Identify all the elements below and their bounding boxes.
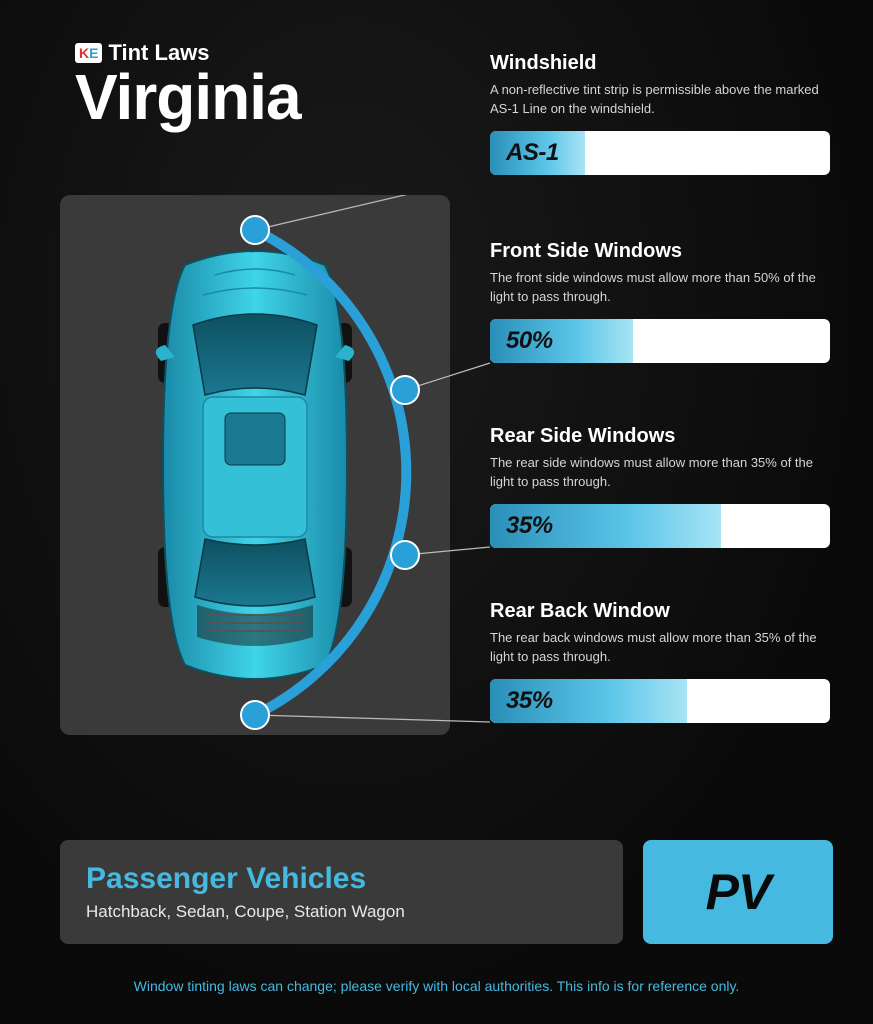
tint-bar: 50% — [490, 319, 830, 363]
tint-bar-label: 35% — [506, 687, 553, 715]
info-section: Front Side Windows The front side windows… — [490, 240, 830, 363]
section-title: Windshield — [490, 52, 830, 75]
vehicle-class-title: Passenger Vehicles — [86, 862, 597, 896]
vehicle-class-badge: PV — [643, 840, 833, 944]
header: Tint Laws Virginia — [75, 40, 301, 134]
section-title: Front Side Windows — [490, 240, 830, 263]
tint-bar: 35% — [490, 679, 830, 723]
vehicle-class-box: Passenger Vehicles Hatchback, Sedan, Cou… — [60, 840, 623, 944]
section-title: Rear Back Window — [490, 600, 830, 623]
section-desc: The rear back windows must allow more th… — [490, 629, 830, 667]
footer-row: Passenger Vehicles Hatchback, Sedan, Cou… — [60, 840, 833, 944]
tint-bar-label: 50% — [506, 327, 553, 355]
section-desc: The rear side windows must allow more th… — [490, 454, 830, 492]
section-title: Rear Side Windows — [490, 425, 830, 448]
info-section: Rear Side Windows The rear side windows m… — [490, 425, 830, 548]
disclaimer: Window tinting laws can change; please v… — [0, 978, 873, 994]
tint-bar: 35% — [490, 504, 830, 548]
car-panel — [60, 195, 450, 735]
section-desc: A non-reflective tint strip is permissib… — [490, 81, 830, 119]
info-section: Rear Back Window The rear back windows mu… — [490, 600, 830, 723]
info-section: Windshield A non-reflective tint strip is… — [490, 52, 830, 175]
car-icon — [155, 245, 355, 685]
tint-bar: AS-1 — [490, 131, 830, 175]
tint-bar-label: AS-1 — [506, 139, 559, 167]
tint-bar-label: 35% — [506, 512, 553, 540]
brand-logo-icon — [75, 43, 102, 63]
section-desc: The front side windows must allow more t… — [490, 269, 830, 307]
vehicle-class-sub: Hatchback, Sedan, Coupe, Station Wagon — [86, 902, 597, 922]
state-title: Virginia — [75, 60, 301, 134]
